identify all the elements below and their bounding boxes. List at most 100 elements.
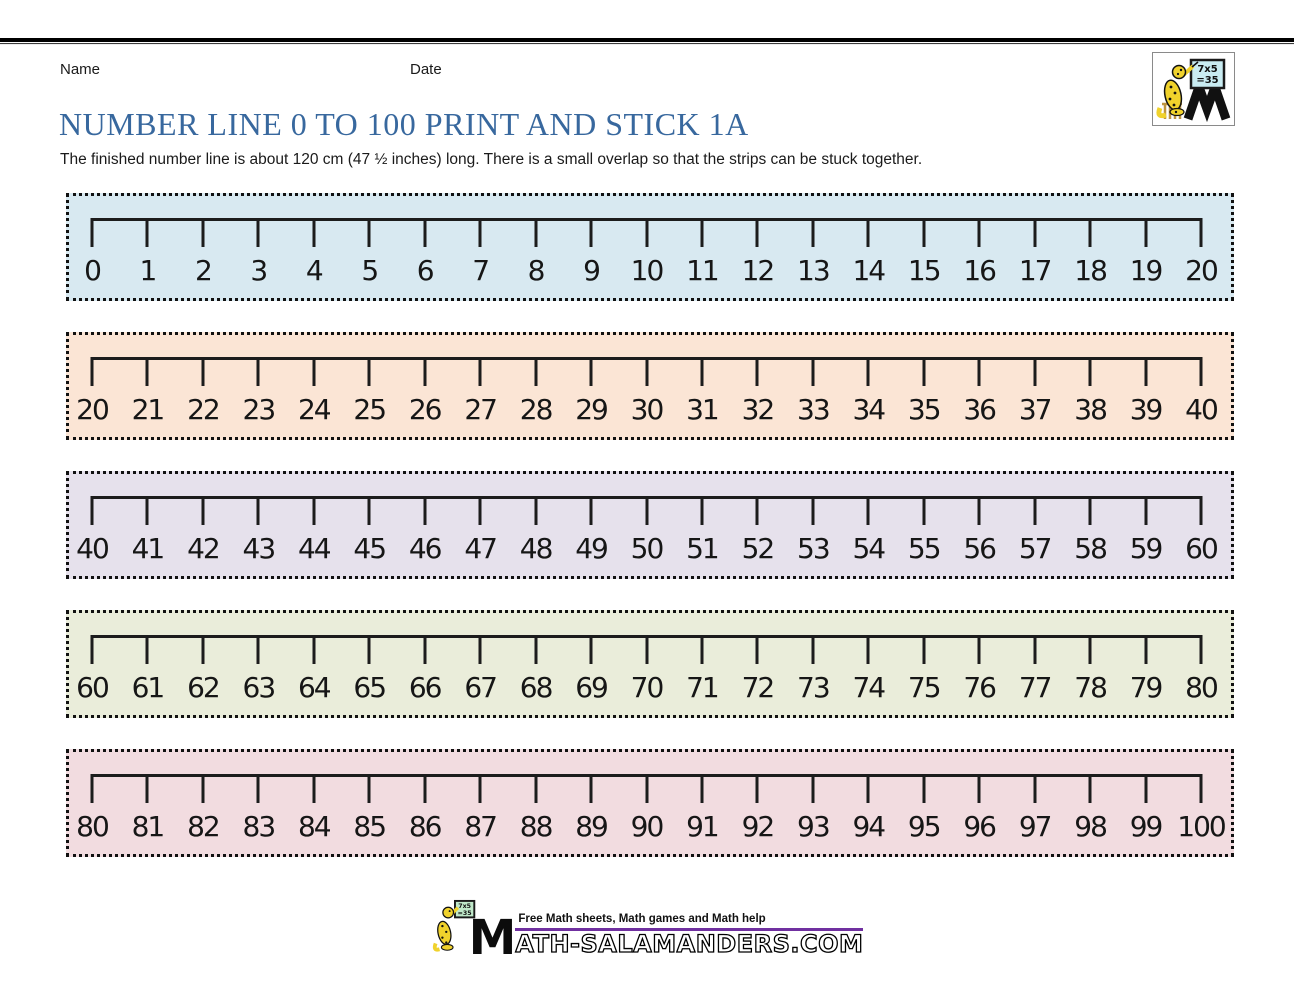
- tick-mark: [589, 218, 593, 247]
- tick-mark: [700, 496, 704, 525]
- tick-label: 98: [1074, 810, 1108, 843]
- tick-mark: [811, 357, 815, 386]
- tick-label: 59: [1129, 532, 1164, 565]
- tick-mark: [755, 496, 759, 525]
- tick-label: 23: [242, 393, 277, 426]
- tick-mark: [1199, 496, 1203, 525]
- tick-label: 69: [575, 671, 609, 704]
- salamander-tail: [432, 942, 440, 952]
- tick-label: 9: [583, 254, 601, 287]
- tick-mark: [866, 635, 870, 664]
- tick-mark: [1199, 635, 1203, 664]
- tick-mark: [755, 218, 759, 247]
- tick-label: 42: [187, 532, 221, 565]
- tick-label: 55: [907, 532, 942, 565]
- tick-mark: [645, 774, 648, 803]
- tick-label: 1: [139, 254, 158, 287]
- tick-label: 65: [353, 671, 387, 704]
- tick-label: 56: [963, 532, 997, 565]
- tick-mark: [534, 635, 538, 664]
- math-salamanders-logo: 7x5 =35: [1152, 52, 1235, 126]
- tick-label: 5: [361, 254, 379, 287]
- tick-mark: [256, 218, 260, 247]
- number-line: 40 41 42 43 44 45 46 47 48 49 50 51 52 53 54 55 56 57 58 59…: [76, 496, 1219, 563]
- tick-mark: [1033, 496, 1037, 525]
- top-rule-divider: [0, 38, 1294, 45]
- tick-label: 27: [464, 393, 498, 426]
- date-label: Date: [410, 61, 442, 78]
- tick-label: 80: [76, 810, 110, 843]
- tick-mark: [478, 635, 482, 664]
- tick-label: 39: [1129, 393, 1164, 426]
- tick-label: 41: [131, 532, 166, 565]
- tick-label: 13: [797, 254, 831, 287]
- tick-mark: [700, 218, 704, 247]
- tick-mark: [755, 357, 759, 386]
- strips-container: 0 1 2 3 4 5 6 7 8 9 10 11 12 13 14 15 16 17 18 19 20 20 21 22 23…: [66, 193, 1234, 888]
- tick-mark: [1144, 635, 1148, 664]
- tick-mark: [700, 357, 704, 386]
- salamander-head: [1171, 64, 1187, 80]
- tick-mark: [700, 635, 704, 664]
- tick-mark: [478, 218, 482, 247]
- tick-label: 82: [187, 810, 221, 843]
- tick-label: 64: [297, 671, 332, 704]
- tick-mark: [478, 496, 482, 525]
- tick-mark: [1144, 774, 1148, 803]
- tick-mark: [589, 774, 593, 803]
- tick-mark: [866, 774, 870, 803]
- tick-label: 63: [242, 671, 277, 704]
- tick-mark: [1033, 218, 1037, 247]
- tick-mark: [312, 218, 316, 247]
- tick-mark: [589, 357, 593, 386]
- tick-label: 31: [686, 393, 720, 426]
- tick-mark: [90, 635, 94, 664]
- tick-label: 35: [907, 393, 942, 426]
- tick-mark: [256, 357, 260, 386]
- tick-mark: [1033, 774, 1037, 803]
- tick-mark: [256, 635, 260, 664]
- tick-label: 99: [1129, 810, 1164, 843]
- tick-mark: [922, 496, 926, 525]
- tick-mark: [866, 218, 870, 247]
- tick-mark: [645, 218, 648, 247]
- salamander-eye: [1179, 68, 1183, 72]
- m-logo-letter: M: [468, 909, 517, 966]
- footer-site-text: ATH-SALAMANDERS.COM: [515, 929, 864, 958]
- tick-mark: [367, 357, 371, 386]
- tick-label: 60: [1185, 532, 1219, 565]
- tick-label: 90: [630, 810, 665, 843]
- tick-mark: [866, 357, 870, 386]
- pencil-icon: [1191, 61, 1199, 68]
- tick-label: 92: [741, 810, 776, 843]
- tick-mark: [977, 218, 981, 247]
- m-logo-glyph: [1183, 73, 1231, 123]
- tick-mark: [977, 496, 981, 525]
- tick-label: 20: [1185, 254, 1219, 287]
- tick-mark: [866, 496, 870, 525]
- tick-mark: [1033, 635, 1037, 664]
- tick-mark: [423, 635, 427, 664]
- tick-label: 97: [1018, 810, 1053, 843]
- salamander-body: [436, 920, 452, 945]
- tick-label: 74: [852, 671, 886, 704]
- tick-mark: [367, 635, 371, 664]
- tick-mark: [312, 496, 316, 525]
- number-line-strip: 0 1 2 3 4 5 6 7 8 9 10 11 12 13 14 15 16 17 18 19 20: [66, 193, 1234, 301]
- tick-label: 6: [416, 254, 435, 287]
- tick-label: 47: [464, 532, 498, 565]
- salamander-spots: [1168, 72, 1180, 114]
- tick-mark: [423, 496, 427, 525]
- tick-mark: [534, 774, 538, 803]
- number-line: 60 61 62 63 64 65 66 67 68 69 70 71 72 73 74 75 76 77 78 79…: [76, 635, 1219, 702]
- tick-label: 91: [686, 810, 720, 843]
- tick-mark: [201, 774, 205, 803]
- tick-label: 77: [1018, 671, 1053, 704]
- tick-mark: [534, 357, 538, 386]
- tick-mark: [811, 218, 815, 247]
- tick-label: 89: [575, 810, 609, 843]
- tick-label: 88: [519, 810, 554, 843]
- tick-label: 68: [519, 671, 554, 704]
- salamander-logo-icon: 7x5 =35: [1156, 58, 1231, 123]
- tick-mark: [423, 357, 427, 386]
